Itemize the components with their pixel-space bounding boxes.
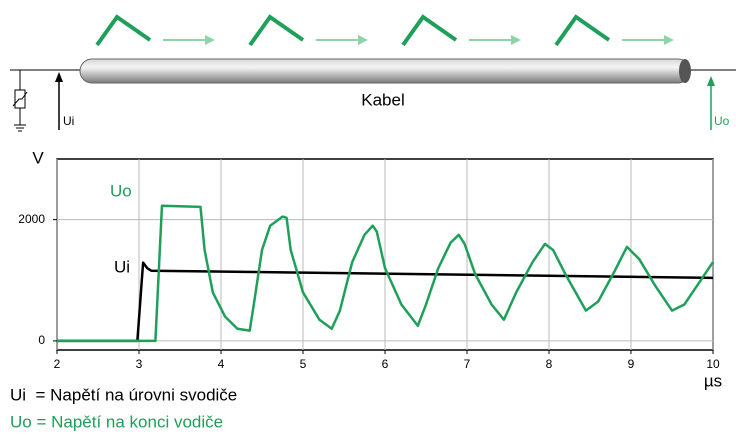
x-tick-label: 2 xyxy=(54,357,61,371)
x-tick-label: 8 xyxy=(546,357,553,371)
y-tick-label: 2000 xyxy=(18,212,45,226)
series-label: Ui xyxy=(114,257,130,276)
surge-arrester xyxy=(12,70,28,132)
pulses xyxy=(95,14,674,47)
travel-arrow-head xyxy=(664,35,674,45)
x-tick-label: 9 xyxy=(628,357,635,371)
output-arrow xyxy=(707,76,715,130)
x-tick-label: 7 xyxy=(464,357,471,371)
output-label: Uo xyxy=(714,114,730,128)
x-tick-label: 6 xyxy=(382,357,389,371)
input-arrow xyxy=(55,72,63,130)
y-axis-label: V xyxy=(32,148,44,167)
travel-arrow-head xyxy=(358,35,368,45)
input-label: Ui xyxy=(63,114,74,128)
x-tick-label: 4 xyxy=(218,357,225,371)
y-tick-label: 0 xyxy=(38,333,45,347)
x-tick-label: 3 xyxy=(136,357,143,371)
pulse xyxy=(401,14,458,47)
cable xyxy=(79,58,691,84)
x-axis-label: µs xyxy=(704,371,722,390)
pulse xyxy=(95,14,152,47)
pulse xyxy=(554,14,611,47)
cable-end xyxy=(679,59,691,83)
legend-note: Uo = Napětí na konci vodiče xyxy=(10,412,223,431)
x-tick-label: 10 xyxy=(706,357,720,371)
x-tick-label: 5 xyxy=(300,357,307,371)
cable-label: Kabel xyxy=(361,90,404,109)
legend-note: Ui = Napětí na úrovni svodiče xyxy=(10,385,237,404)
pulse xyxy=(248,14,305,47)
travel-arrow-head xyxy=(511,35,521,45)
series-line xyxy=(57,204,715,343)
series-label: Uo xyxy=(110,181,132,200)
travel-arrow-head xyxy=(205,35,215,45)
